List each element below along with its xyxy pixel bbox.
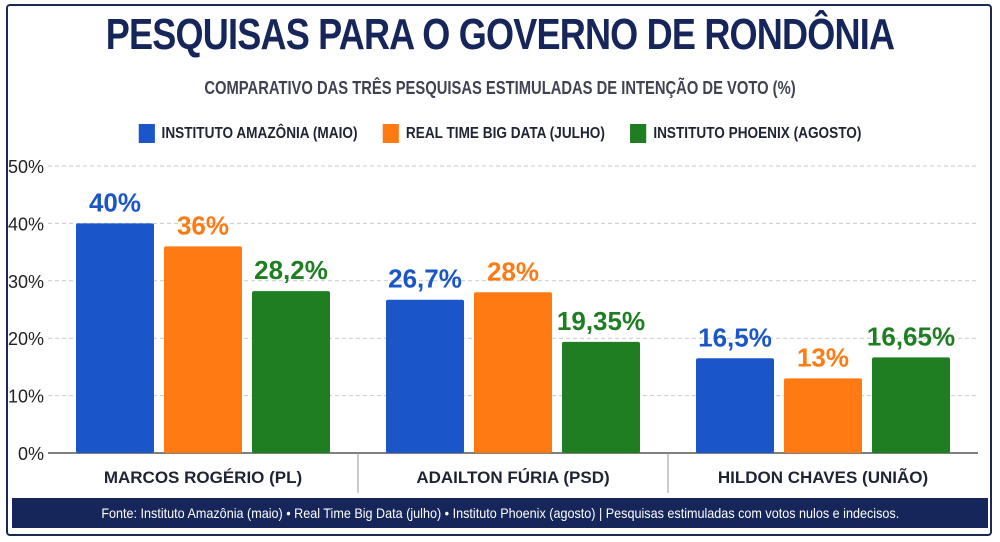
bar [164,246,242,453]
bar [562,341,640,453]
data-label: 16,5% [698,322,772,352]
bar [386,299,464,453]
y-tick-label: 0% [18,444,44,464]
y-tick-label: 40% [8,214,44,234]
y-tick-label: 30% [8,272,44,292]
legend: INSTITUTO AMAZÔNIA (MAIO) REAL TIME BIG … [75,124,925,143]
chart-subtitle: COMPARATIVO DAS TRÊS PESQUISAS ESTIMULAD… [204,78,796,98]
y-tick-label: 50% [8,157,44,177]
data-label: 28,2% [254,255,328,285]
bar [474,292,552,453]
data-label: 28% [487,256,539,286]
legend-item-instituto-amazonia: INSTITUTO AMAZÔNIA (MAIO) [138,124,358,143]
data-label: 36% [177,210,229,240]
legend-label: INSTITUTO PHOENIX (AGOSTO) [653,124,862,142]
y-tick-label: 20% [8,329,44,349]
y-tick-label: 10% [8,387,44,407]
legend-swatch-green [630,124,647,143]
bar [252,291,330,453]
source-note: Fonte: Instituto Amazônia (maio) • Real … [101,505,899,521]
bar-chart: 0% 10% 20% 30% 40% 50% 40% 36% 28,2% MARCOS ROGÉR… [8,157,978,493]
category-label: HILDON CHAVES (UNIÃO) [718,467,928,487]
bar [76,223,154,453]
legend-item-real-time-big-data: REAL TIME BIG DATA (JULHO) [382,124,605,143]
data-label: 19,35% [557,306,645,336]
legend-label: REAL TIME BIG DATA (JULHO) [405,124,605,142]
data-label: 26,7% [388,264,462,294]
legend-swatch-blue [138,124,155,143]
source-footer: Fonte: Instituto Amazônia (maio) • Real … [12,498,988,528]
bar [696,358,774,453]
data-label: 13% [797,342,849,372]
chart-title: PESQUISAS PARA O GOVERNO DE RONDÔNIA [105,10,895,59]
data-label: 40% [89,187,141,217]
legend-label: INSTITUTO AMAZÔNIA (MAIO) [161,124,358,142]
bar [784,378,862,453]
bar [872,357,950,453]
legend-item-instituto-phoenix: INSTITUTO PHOENIX (AGOSTO) [630,124,861,143]
legend-swatch-orange [382,124,400,143]
category-label: ADAILTON FÚRIA (PSD) [416,468,609,487]
data-label: 16,65% [867,321,955,351]
chart-frame [6,4,992,536]
category-label: MARCOS ROGÉRIO (PL) [104,468,302,487]
